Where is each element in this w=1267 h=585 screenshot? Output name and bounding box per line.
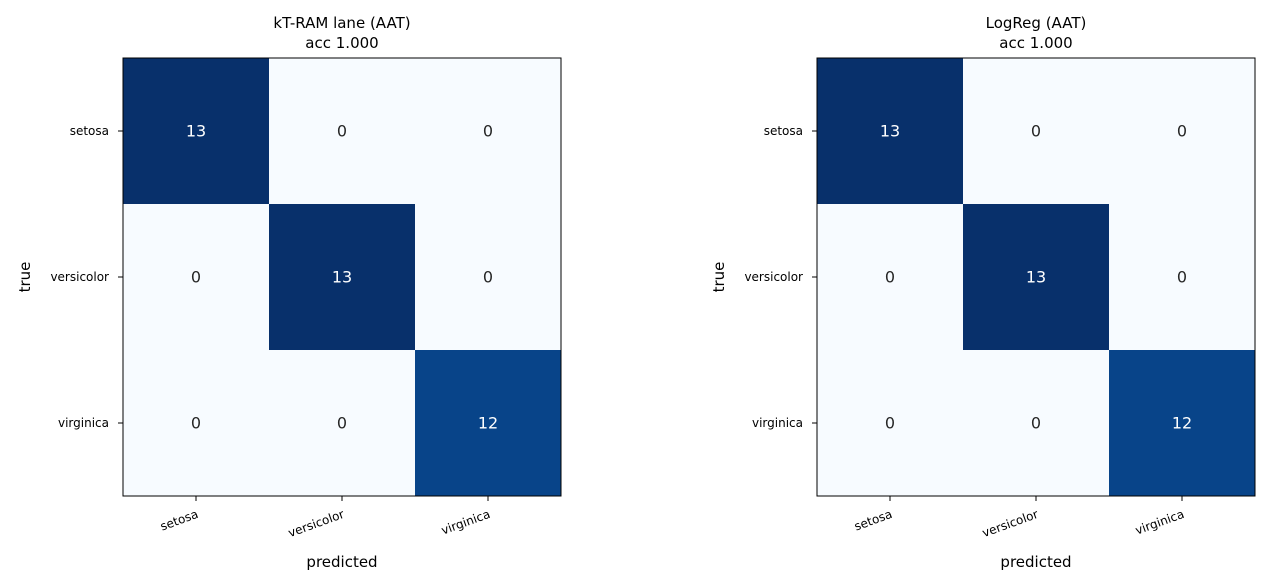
- x-tick-label: versicolor: [286, 507, 346, 540]
- y-tick-label: versicolor: [50, 270, 109, 284]
- heatmap-cell: [269, 350, 416, 497]
- cell-value-label: 0: [885, 268, 895, 287]
- y-axis-label: true: [16, 262, 34, 293]
- cell-value-label: 0: [191, 414, 201, 433]
- chart-title-line-2: acc 1.000: [999, 34, 1072, 52]
- heatmap-cell: [963, 350, 1110, 497]
- y-axis-label: true: [710, 262, 728, 293]
- heatmap-cell: [415, 58, 562, 205]
- cell-value-label: 0: [337, 414, 347, 433]
- chart-title-line-1: LogReg (AAT): [986, 14, 1087, 32]
- x-axis-label: predicted: [1000, 553, 1071, 571]
- cell-value-label: 13: [186, 122, 206, 141]
- cell-value-label: 13: [880, 122, 900, 141]
- heatmap-cell: [269, 58, 416, 205]
- heatmap-cell: [817, 204, 964, 351]
- y-tick-label: versicolor: [744, 270, 803, 284]
- chart-title-line-1: kT-RAM lane (AAT): [273, 14, 410, 32]
- x-tick-label: versicolor: [980, 507, 1040, 540]
- heatmap-cell: [1109, 58, 1256, 205]
- cell-value-label: 12: [1172, 414, 1192, 433]
- cell-value-label: 0: [1031, 414, 1041, 433]
- cell-value-label: 0: [885, 414, 895, 433]
- cell-value-label: 0: [1177, 268, 1187, 287]
- x-axis-label: predicted: [306, 553, 377, 571]
- x-tick-label: virginica: [1133, 507, 1186, 538]
- heatmap-cell: [415, 204, 562, 351]
- heatmap-cell: [123, 58, 270, 205]
- heatmap-panel-2: 13 0 0 0 13 0 0 0 12 LogReg (AAT) acc 1.000 setosa v…: [710, 14, 1256, 571]
- heatmap-cell: [817, 350, 964, 497]
- heatmap-cell: [123, 204, 270, 351]
- cell-value-label: 0: [191, 268, 201, 287]
- heatmap-cell: [1109, 350, 1256, 497]
- heatmap-cell: [963, 204, 1110, 351]
- y-tick-label: virginica: [58, 416, 109, 430]
- cell-value-label: 0: [483, 122, 493, 141]
- cell-value-label: 0: [1177, 122, 1187, 141]
- cell-value-label: 13: [1026, 268, 1046, 287]
- heatmap-cell: [123, 350, 270, 497]
- cell-value-label: 0: [483, 268, 493, 287]
- cell-value-label: 0: [1031, 122, 1041, 141]
- heatmap-cell: [963, 58, 1110, 205]
- x-tick-label: virginica: [439, 507, 492, 538]
- y-tick-label: setosa: [764, 124, 803, 138]
- y-tick-label: virginica: [752, 416, 803, 430]
- cell-value-label: 0: [337, 122, 347, 141]
- x-tick-label: setosa: [158, 507, 200, 534]
- cell-value-label: 12: [478, 414, 498, 433]
- heatmap-cell: [1109, 204, 1256, 351]
- y-tick-label: setosa: [70, 124, 109, 138]
- heatmap-cell: [817, 58, 964, 205]
- heatmap-cell: [415, 350, 562, 497]
- cell-value-label: 13: [332, 268, 352, 287]
- chart-title-line-2: acc 1.000: [305, 34, 378, 52]
- heatmap-cell: [269, 204, 416, 351]
- heatmap-panel-1: 13 0 0 0 13 0 0 0 12 kT-RAM lane (AAT) acc 1.000 se…: [16, 14, 562, 571]
- x-tick-label: setosa: [852, 507, 894, 534]
